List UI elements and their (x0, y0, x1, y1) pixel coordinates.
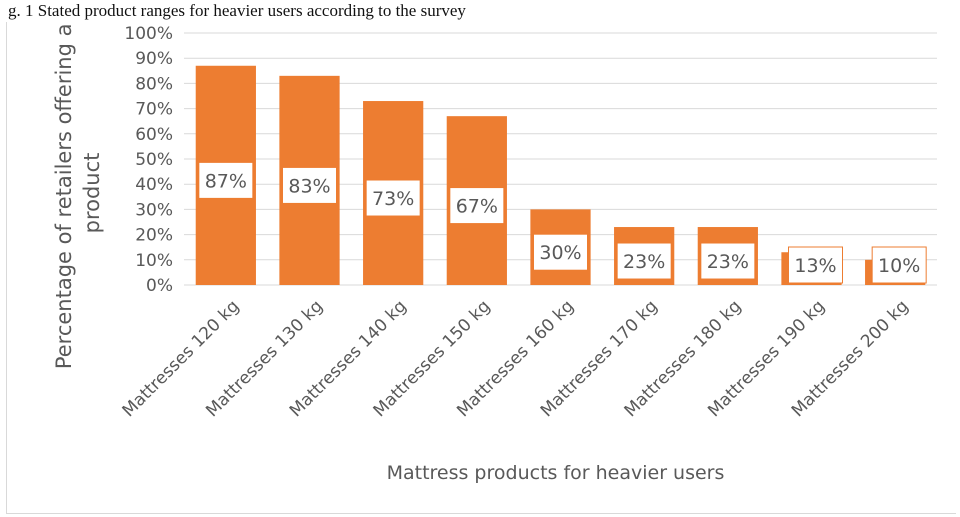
y-tick-label: 40% (135, 175, 173, 195)
data-label: 23% (707, 251, 749, 273)
y-tick-label: 10% (135, 251, 173, 271)
data-label-box (871, 246, 927, 284)
data-label-box (449, 187, 505, 225)
data-label: 87% (205, 170, 247, 192)
data-label: 10% (878, 255, 920, 277)
data-label: 67% (456, 196, 498, 218)
data-label-box (533, 233, 588, 271)
y-axis-title: Percentage of retailers offering a produ… (52, 22, 104, 369)
data-label: 30% (539, 242, 581, 264)
data-label-box (700, 242, 756, 280)
data-label-box (788, 246, 843, 284)
data-label: 13% (794, 255, 836, 277)
data-label-box (365, 179, 421, 217)
data-label: 73% (372, 188, 414, 210)
y-tick-label: 100% (124, 24, 173, 44)
chart-area: 87% 83% 73% 67% 30% 23% 23% 13% 10% 0% 10% 20% 30% 4… (6, 22, 956, 514)
y-tick-label: 90% (135, 49, 173, 69)
y-tick-label: 60% (135, 125, 173, 145)
data-labels: 87% 83% 73% 67% 30% 23% 23% 13% 10% (198, 161, 927, 284)
y-tick-label: 0% (146, 276, 173, 296)
y-tick-label: 70% (135, 100, 173, 120)
y-tick-label: 30% (135, 200, 173, 220)
y-axis-title-line-2: product (80, 153, 104, 234)
y-tick-label: 50% (135, 150, 173, 170)
y-axis-ticks: 0% 10% 20% 30% 40% 50% 60% 70% 80% 90% 100% (124, 24, 173, 296)
y-axis-title-line-1: Percentage of retailers offering a (52, 24, 76, 370)
y-tick-label: 80% (135, 74, 173, 94)
data-label: 23% (623, 251, 665, 273)
x-axis-title: Mattress products for heavier users (387, 462, 725, 484)
figure-caption: g. 1 Stated product ranges for heavier u… (8, 1, 466, 20)
data-label-box (282, 166, 337, 204)
data-label-box (198, 161, 254, 199)
data-label-box (616, 242, 672, 280)
bar-chart: 87% 83% 73% 67% 30% 23% 23% 13% 10% 0% 10% 20% 30% 4… (52, 22, 937, 484)
data-label: 83% (288, 175, 330, 197)
y-tick-label: 20% (135, 226, 173, 246)
